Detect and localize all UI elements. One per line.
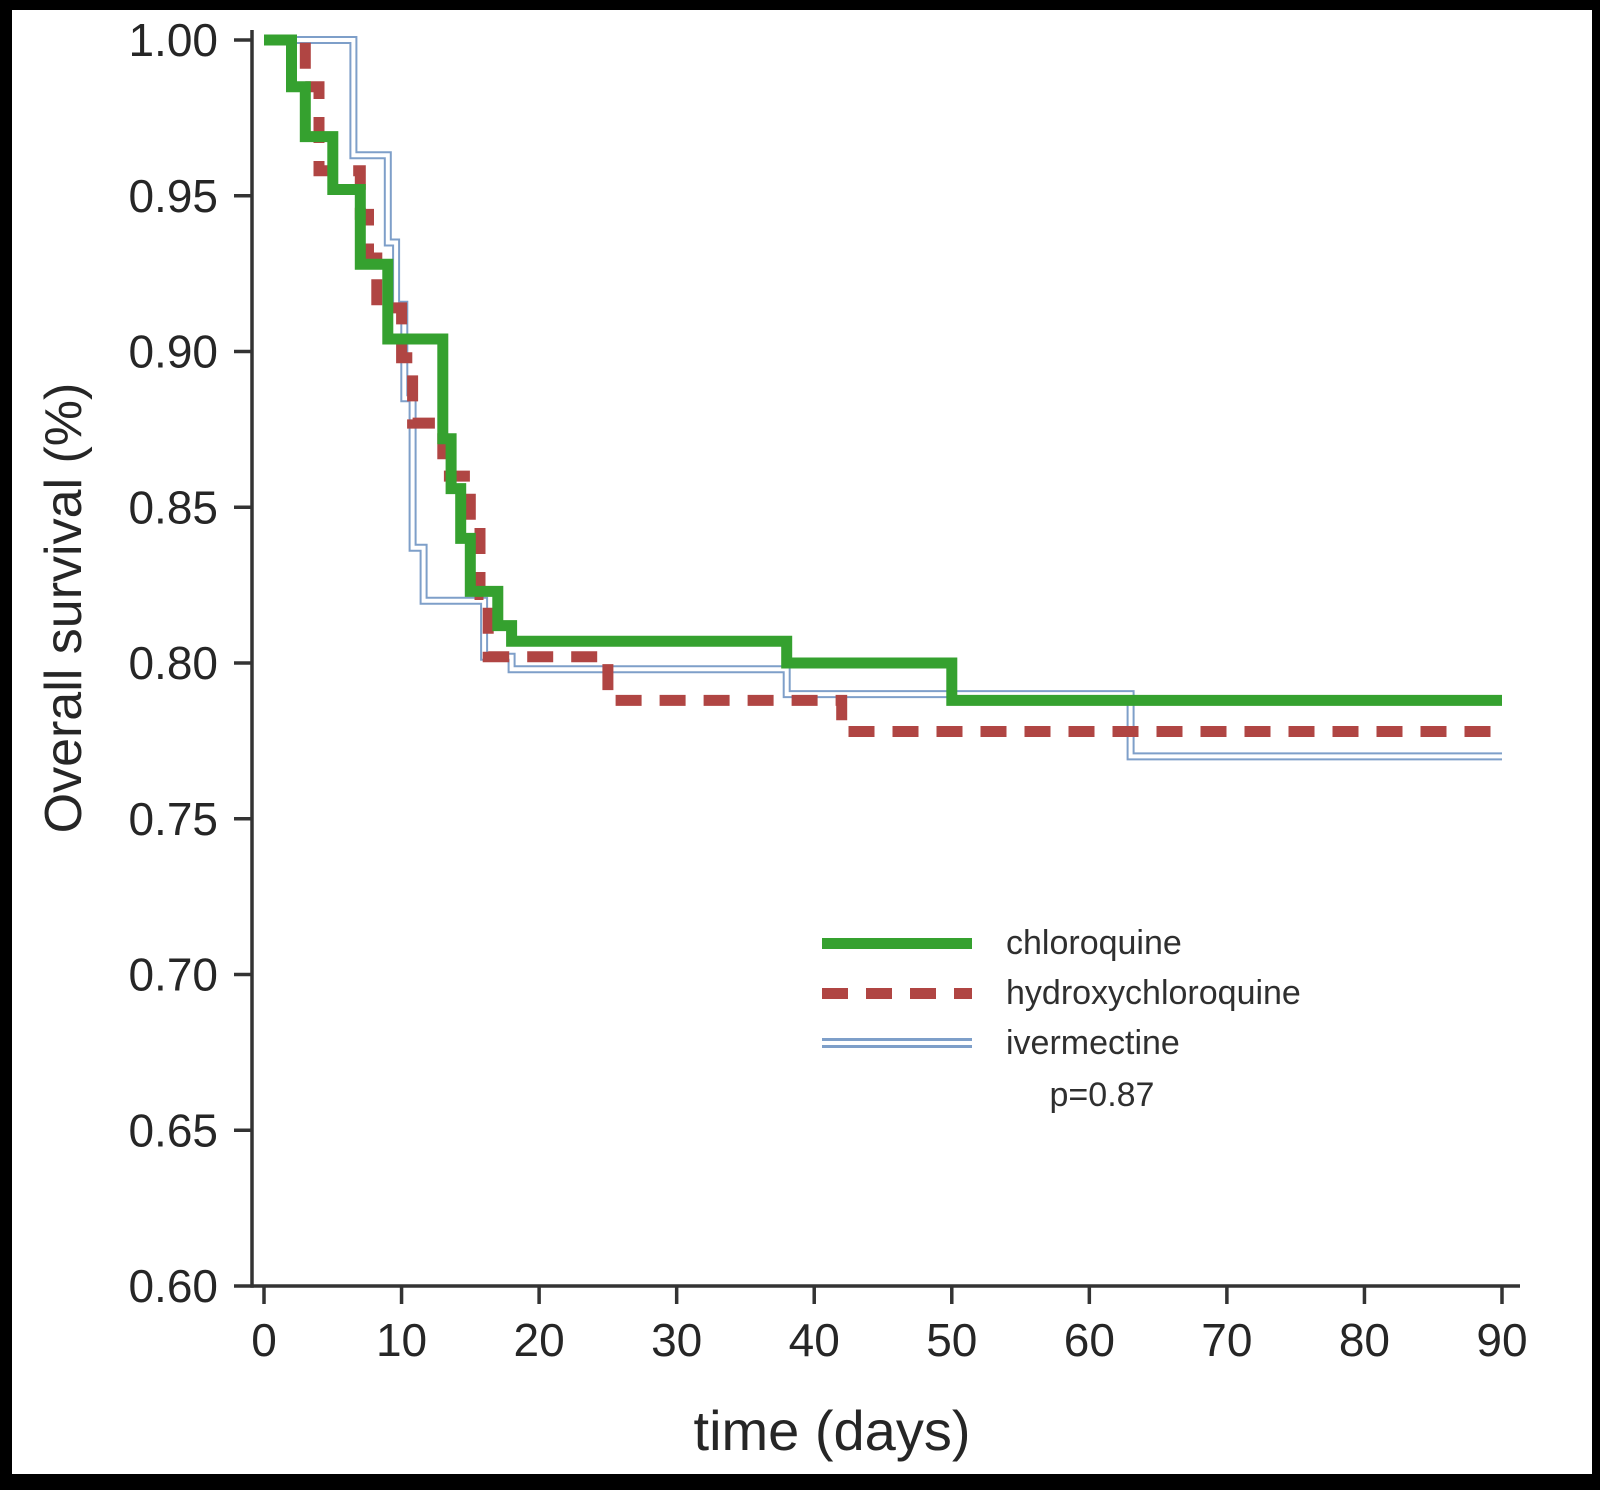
y-tick-label: 0.70 (128, 949, 218, 1001)
survival-chart: 1.00 0.95 0.90 0.85 0.80 0.75 0.70 0.65 0.60 0 10 2… (128, 14, 1527, 1366)
y-tick-label: 0.85 (128, 481, 218, 533)
y-axis-title: Overall survival (%) (35, 382, 93, 834)
legend-label-chloroquine: chloroquine (1006, 923, 1182, 962)
legend-swatch-hydroxychloroquine (822, 987, 972, 999)
legend-label-ivermectine: ivermectine (1006, 1023, 1180, 1062)
x-tick-label: 20 (514, 1314, 565, 1366)
legend-item-hydroxychloroquine: hydroxychloroquine (822, 972, 1301, 1014)
y-tick-label: 0.90 (128, 326, 218, 378)
x-tick-label: 30 (651, 1314, 702, 1366)
y-tick-label: 0.60 (128, 1260, 218, 1312)
x-tick-label: 80 (1339, 1314, 1390, 1366)
p-value-annotation: p=0.87 (1049, 1076, 1155, 1114)
legend-label-hydroxychloroquine: hydroxychloroquine (1006, 973, 1301, 1012)
y-tick-label: 1.00 (128, 14, 218, 66)
y-tick-label: 0.95 (128, 170, 218, 222)
series-hydroxychloroquine-line (264, 34, 1502, 737)
x-tick-label: 70 (1201, 1314, 1252, 1366)
x-tick-label: 50 (926, 1314, 977, 1366)
y-tick-label: 0.80 (128, 637, 218, 689)
y-tick-label: 0.65 (128, 1104, 218, 1156)
x-tick-label: 10 (376, 1314, 427, 1366)
legend-swatch-ivermectine (822, 1038, 972, 1048)
x-tick-label: 0 (251, 1314, 277, 1366)
series-ivermectine-line (264, 36, 1502, 761)
series-ivermectine-line-core (264, 38, 1502, 759)
x-tick-label: 40 (789, 1314, 840, 1366)
x-tick-label: 60 (1064, 1314, 1115, 1366)
series-chloroquine-line (264, 34, 1502, 706)
x-tick-label: 90 (1476, 1314, 1527, 1366)
legend-item-ivermectine: ivermectine (822, 1022, 1301, 1064)
legend-swatch-chloroquine (822, 937, 972, 949)
legend: chloroquine hydroxychloroquine ivermectine (822, 922, 1301, 1064)
y-tick-label: 0.75 (128, 793, 218, 845)
legend-item-chloroquine: chloroquine (822, 922, 1301, 964)
x-axis-title: time (days) (693, 1399, 971, 1462)
